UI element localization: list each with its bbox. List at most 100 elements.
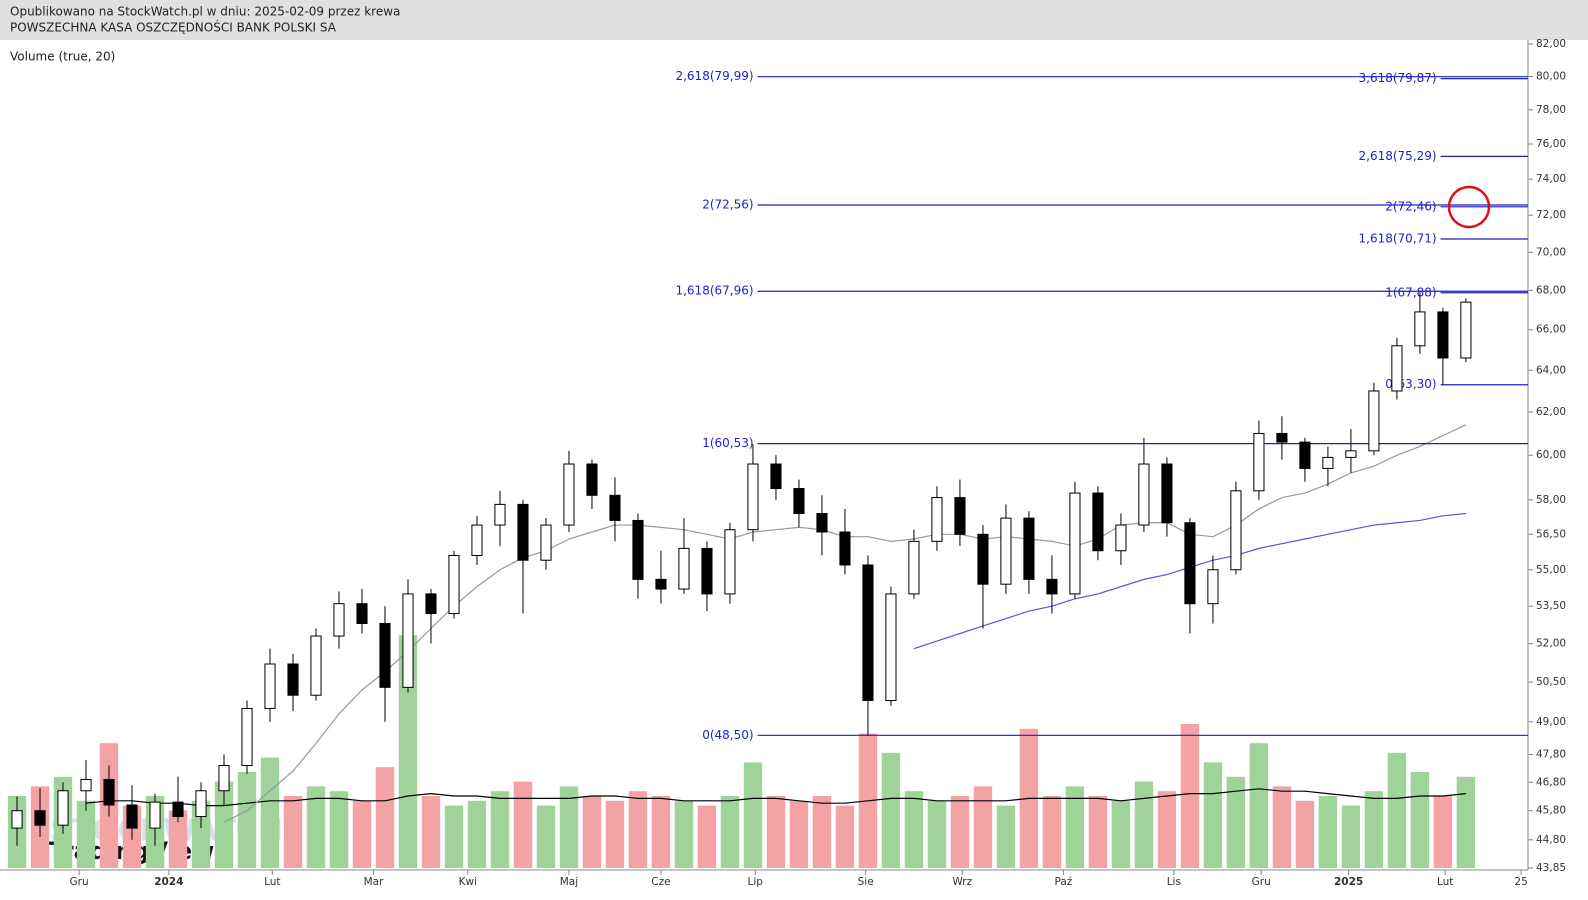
candle-body [1138,463,1150,526]
candle-body [816,513,828,533]
candle-body [563,463,575,526]
fib-label: 2,618(75,29) [1359,149,1437,163]
volume-bar [513,781,533,868]
volume-bar [1272,786,1292,868]
y-tick-label: 68,00 [1536,284,1566,296]
volume-bar [375,767,395,868]
candle-body [218,765,230,792]
volume-bar [881,752,901,868]
candle-body [1345,450,1357,458]
y-tick-label: 45,80 [1536,805,1566,817]
fib-label: 2(72,56) [702,198,753,212]
y-tick-label: 82,00 [1536,38,1566,50]
candle-body [632,519,644,580]
candle-body [1046,578,1058,595]
plot: 82,00 80,00 78,00 76,00 74,00 72,00 70,00 68,00… [7,38,1566,888]
volume-bar [651,796,671,868]
candle-body [126,804,138,829]
volume-bar [950,796,970,868]
volume-bar [1295,800,1315,868]
volume-bar [1456,776,1476,868]
y-tick-label: 76,00 [1536,138,1566,150]
header-bar [0,0,1588,40]
candle-body [724,529,736,595]
volume-bar [306,786,326,868]
fib-label: 1(67,88) [1385,285,1436,299]
volume-bar [283,796,303,868]
candle-body [356,603,368,624]
candle-body [310,635,322,696]
x-tick-label: Cze [651,876,670,888]
candle-body [517,503,529,561]
y-tick-label: 58,00 [1536,494,1566,506]
candle-body [908,540,920,595]
y-tick-label: 46,80 [1536,776,1566,788]
candle-body [609,494,621,521]
volume-bar [582,796,602,868]
x-tick-label: Sie [858,876,874,888]
volume-bar [444,805,464,868]
candle-body [885,593,897,701]
volume-bar [973,786,993,868]
candle-body [1000,517,1012,585]
volume-bar [904,791,924,868]
y-tick-label: 52,00 [1536,638,1566,650]
volume-bar [1318,796,1338,868]
candle-body [11,810,23,829]
volume-bar [1433,796,1453,868]
candle-body [1299,441,1311,469]
instrument-name: POWSZECHNA KASA OSZCZĘDNOŚCI BANK POLSKI… [10,20,337,35]
x-tick-label: 2025 [1334,876,1363,888]
candle-body [1207,569,1219,605]
volume-bar [1410,772,1430,868]
fib-label: 1,618(67,96) [675,284,753,298]
volume-bar [1088,796,1108,868]
y-tick-label: 64,00 [1536,364,1566,376]
x-tick-label: Wrz [952,876,972,888]
x-tick-label: 2024 [154,876,183,888]
candle-body [57,790,69,826]
fib-label: 1(60,53) [702,436,753,450]
volume-bar [559,786,579,868]
candle-body [149,801,161,829]
volume-bar [76,800,96,868]
y-tick-label: 70,00 [1536,246,1566,258]
volume-bar [191,800,211,868]
candle-body [1322,456,1334,469]
candle-body [862,564,874,701]
candle-body [586,463,598,496]
y-tick-label: 66,00 [1536,324,1566,336]
y-tick-label: 50,50 [1536,676,1566,688]
volume-bar [812,796,832,868]
volume-bar [720,796,740,868]
y-tick-label: 47,80 [1536,748,1566,760]
candle-body [1437,311,1449,359]
volume-bar [835,805,855,868]
volume-bar [490,791,510,868]
candle-body [425,593,437,615]
candle-body [80,778,92,792]
volume-bar [352,800,372,868]
x-tick-label: Kwi [459,876,477,888]
candle-body [1230,490,1242,571]
volume-bar [628,791,648,868]
candle-body [1253,432,1265,492]
candle-body [1023,517,1035,580]
volume-bar [1111,800,1131,868]
y-tick-label: 74,00 [1536,173,1566,185]
volume-bar [789,800,809,868]
volume-bar [168,810,188,868]
y-tick-label: 62,00 [1536,406,1566,418]
candle-body [678,547,690,590]
y-tick-label: 72,00 [1536,209,1566,221]
volume-ma-line [85,788,1466,807]
volume-bar [927,800,947,868]
candle-body [1460,301,1472,359]
highlight-circle [1447,185,1491,229]
volume-bar [1364,791,1384,868]
volume-bar [1065,786,1085,868]
x-tick-label: 25 [1514,876,1527,888]
candle-body [931,497,943,542]
y-tick-label: 49,00 [1536,716,1566,728]
candle-body [839,531,851,566]
